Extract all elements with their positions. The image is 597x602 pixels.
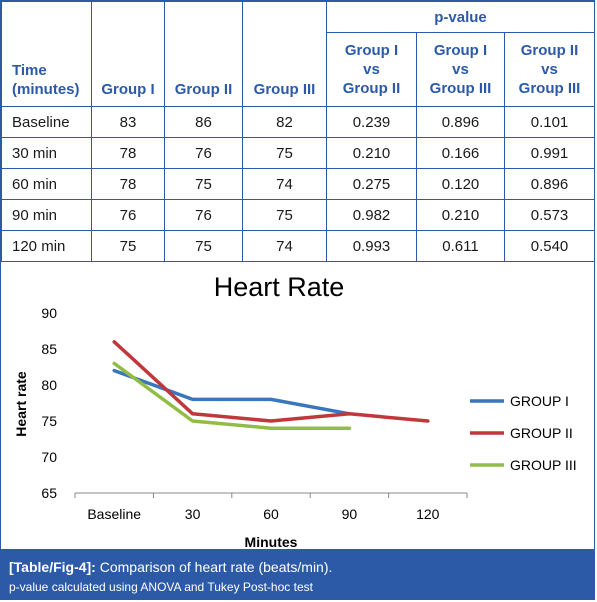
header-comparison-2-3: Group II vs Group III [503,32,596,107]
table-cell: 0.210 [416,199,505,231]
table-cell: 0.896 [416,106,505,138]
table-cell: 0.993 [326,230,417,262]
table-row: 30 min 78 76 75 0.210 0.166 0.991 [1,137,596,169]
table-cell: 75 [91,230,165,262]
row-label: 120 min [1,230,92,262]
cmp-1-3-b: Group III [429,80,492,97]
x-tick-label: 60 [263,506,279,522]
x-tick-label: Baseline [87,506,141,522]
table-cell: 76 [91,199,165,231]
header-time: Time (minutes) [1,1,92,107]
table-cell: 0.120 [416,168,505,200]
row-label: Baseline [1,106,92,138]
table-row: 120 min 75 75 74 0.993 0.611 0.540 [1,230,596,262]
y-tick-label: 70 [41,449,57,465]
y-tick-label: 85 [41,341,57,357]
table-row: 90 min 76 76 75 0.982 0.210 0.573 [1,199,596,231]
caption-note: p-value calculated using ANOVA and Tukey… [9,580,313,594]
table-cell: 0.239 [326,106,417,138]
series-line-3 [112,361,352,430]
table-cell: 75 [164,168,243,200]
y-tick-label: 80 [41,377,57,393]
header-group-1: Group I [91,1,165,107]
header-group-3: Group III [242,1,327,107]
series-line-2 [112,340,430,423]
table-cell: 76 [164,199,243,231]
legend-label-1: GROUP I [510,393,569,409]
table-cell: 0.166 [416,137,505,169]
series-line-1 [112,368,352,416]
table-cell: 0.540 [503,230,596,262]
y-tick-label: 65 [41,485,57,501]
header-time-line1: Time [12,62,47,79]
heart-rate-table: Time (minutes) Group I Group II Group II… [1,1,596,262]
cmp-1-3-vs: vs [452,61,469,78]
table-cell: 74 [242,168,327,200]
cmp-1-3-a: Group I [433,42,488,59]
x-axis-label: Minutes [245,534,298,549]
table-row: 60 min 78 75 74 0.275 0.120 0.896 [1,168,596,200]
table-cell: 86 [164,106,243,138]
table-cell: 83 [91,106,165,138]
figure-caption: [Table/Fig-4]: Comparison of heart rate … [1,549,594,599]
cmp-2-3-vs: vs [541,61,558,78]
chart-title: Heart Rate [214,272,345,302]
x-tick-label: 90 [342,506,358,522]
heart-rate-chart: Heart Rate 65 70 75 80 85 90 Heart rate Baseline… [13,272,577,549]
row-label: 30 min [1,137,92,169]
table-cell: 0.896 [503,168,596,200]
legend-label-2: GROUP II [510,425,573,441]
caption-label: [Table/Fig-4]: [9,559,96,575]
y-axis-label: Heart rate [13,371,29,437]
table-cell: 78 [91,137,165,169]
cmp-1-2-vs: vs [363,61,380,78]
table-cell: 0.991 [503,137,596,169]
table-cell: 0.101 [503,106,596,138]
x-tick-label: 30 [185,506,201,522]
cmp-1-2-b: Group II [342,80,401,97]
caption-text: Comparison of heart rate (beats/min). [95,559,333,575]
table-cell: 0.982 [326,199,417,231]
table-cell: 0.275 [326,168,417,200]
header-pvalue: p-value [325,1,596,33]
table-cell: 74 [242,230,327,262]
header-group-2: Group II [164,1,243,107]
cmp-1-2-a: Group I [344,42,399,59]
y-tick-label: 75 [41,413,57,429]
row-label: 60 min [1,168,92,200]
table-cell: 75 [164,230,243,262]
table-cell: 75 [242,199,327,231]
y-tick-label: 90 [41,305,57,321]
cmp-2-3-b: Group III [518,80,581,97]
table-cell: 78 [91,168,165,200]
table-cell: 0.210 [326,137,417,169]
x-tick-label: 120 [416,506,440,522]
table-row: Baseline 83 86 82 0.239 0.896 0.101 [1,106,596,138]
cmp-2-3-a: Group II [520,42,579,59]
caption-title: [Table/Fig-4]: Comparison of heart rate … [9,559,332,575]
table-cell: 75 [242,137,327,169]
row-label: 90 min [1,199,92,231]
table-cell: 0.611 [416,230,505,262]
header-comparison-1-3: Group I vs Group III [416,32,505,107]
legend-label-3: GROUP III [510,457,577,473]
table-cell: 82 [242,106,327,138]
header-time-line2: (minutes) [12,81,80,98]
header-comparison-1-2: Group I vs Group II [326,32,417,107]
table-cell: 76 [164,137,243,169]
table-body: Baseline 83 86 82 0.239 0.896 0.101 30 min 78 76 7… [1,106,596,262]
table-cell: 0.573 [503,199,596,231]
